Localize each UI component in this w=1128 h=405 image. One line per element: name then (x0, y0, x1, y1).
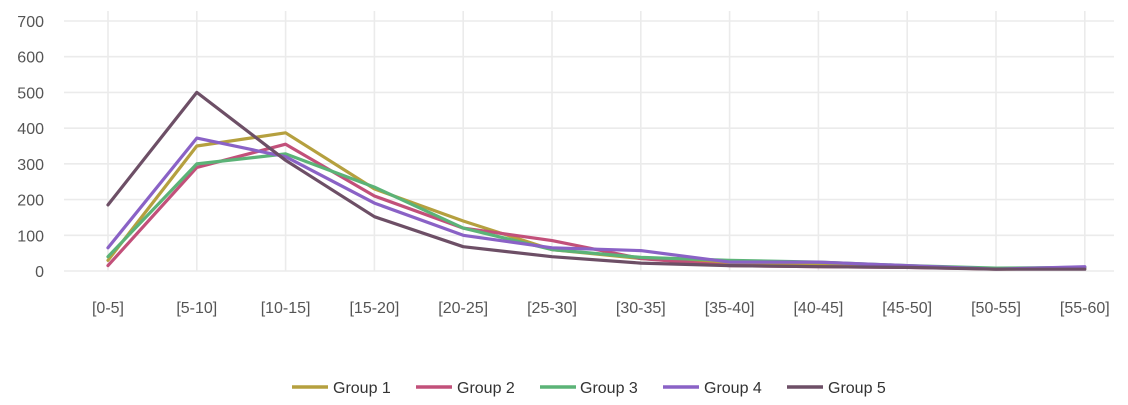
x-tick-label: [45-50] (882, 300, 932, 317)
x-tick-label: [40-45] (793, 300, 843, 317)
legend-label-group-5: Group 5 (828, 380, 886, 397)
y-tick-label: 100 (17, 228, 44, 245)
y-tick-label: 700 (17, 14, 44, 31)
y-tick-label: 500 (17, 85, 44, 102)
grid (64, 11, 1114, 272)
x-tick-label: [35-40] (705, 300, 755, 317)
x-tick-label: [20-25] (438, 300, 488, 317)
legend: Group 1 Group 2 Group 3 Group 4 Group 5 (292, 380, 886, 397)
x-tick-label: [25-30] (527, 300, 577, 317)
legend-label-group-4: Group 4 (704, 380, 762, 397)
y-tick-label: 200 (17, 193, 44, 210)
series-line-group-5 (106, 90, 1087, 271)
y-tick-label: 600 (17, 50, 44, 67)
x-tick-label: [30-35] (616, 300, 666, 317)
legend-label-group-3: Group 3 (580, 380, 638, 397)
x-tick-label: [10-15] (261, 300, 311, 317)
legend-label-group-1: Group 1 (333, 380, 391, 397)
x-tick-label: [0-5] (92, 300, 124, 317)
x-tick-label: [50-55] (971, 300, 1021, 317)
x-tick-label: [5-10] (176, 300, 217, 317)
x-axis: [0-5] [5-10] [10-15] [15-20] [20-25] [25-30] [… (92, 300, 1110, 317)
y-tick-label: 0 (35, 264, 44, 281)
y-tick-label: 400 (17, 121, 44, 138)
legend-label-group-2: Group 2 (457, 380, 515, 397)
series-lines (106, 90, 1087, 271)
y-tick-label: 300 (17, 157, 44, 174)
x-tick-label: [15-20] (349, 300, 399, 317)
x-tick-label: [55-60] (1060, 300, 1110, 317)
y-axis: 0 100 200 300 400 500 600 700 (17, 14, 44, 281)
